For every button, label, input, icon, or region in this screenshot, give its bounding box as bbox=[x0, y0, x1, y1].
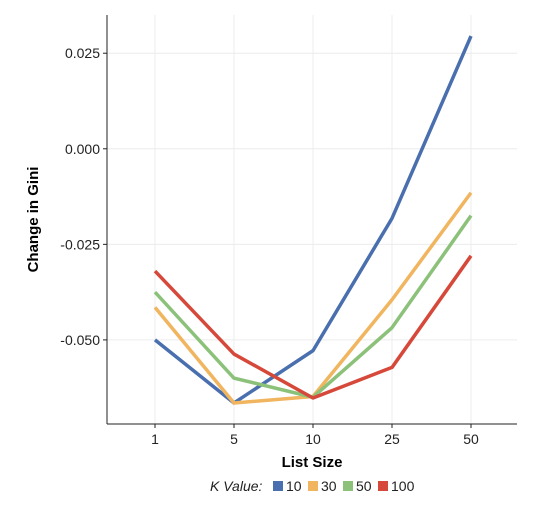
legend-title: K Value: bbox=[210, 478, 263, 494]
legend: K Value: 10 30 50 100 bbox=[210, 478, 415, 494]
legend-label-10: 10 bbox=[286, 478, 302, 494]
x-tick-label: 10 bbox=[305, 431, 321, 447]
x-axis-title: List Size bbox=[282, 454, 343, 471]
series-line-100 bbox=[153, 254, 473, 400]
grid-lines bbox=[107, 15, 517, 424]
y-tick-label: -0.050 bbox=[60, 332, 100, 348]
legend-swatch-100 bbox=[378, 481, 388, 491]
legend-swatch-10 bbox=[273, 481, 283, 491]
legend-swatch-50 bbox=[343, 481, 353, 491]
y-tick-label: 0.025 bbox=[65, 45, 100, 61]
x-tick-label: 25 bbox=[384, 431, 400, 447]
x-tick-label: 50 bbox=[463, 431, 479, 447]
legend-label-30: 30 bbox=[321, 478, 337, 494]
y-axis-title: Change in Gini bbox=[25, 167, 42, 273]
x-tick-label: 1 bbox=[151, 431, 159, 447]
axes bbox=[103, 15, 517, 428]
legend-label-50: 50 bbox=[356, 478, 372, 494]
y-tick-labels: 0.025 0.000 -0.025 -0.050 bbox=[60, 45, 100, 348]
x-tick-labels: 1 5 10 25 50 bbox=[151, 431, 479, 447]
y-tick-label: -0.025 bbox=[60, 236, 100, 252]
series-lines bbox=[153, 35, 473, 405]
series-line-10 bbox=[153, 35, 473, 405]
legend-swatch-30 bbox=[308, 481, 318, 491]
legend-label-100: 100 bbox=[391, 478, 415, 494]
y-tick-label: 0.000 bbox=[65, 141, 100, 157]
x-tick-label: 5 bbox=[230, 431, 238, 447]
